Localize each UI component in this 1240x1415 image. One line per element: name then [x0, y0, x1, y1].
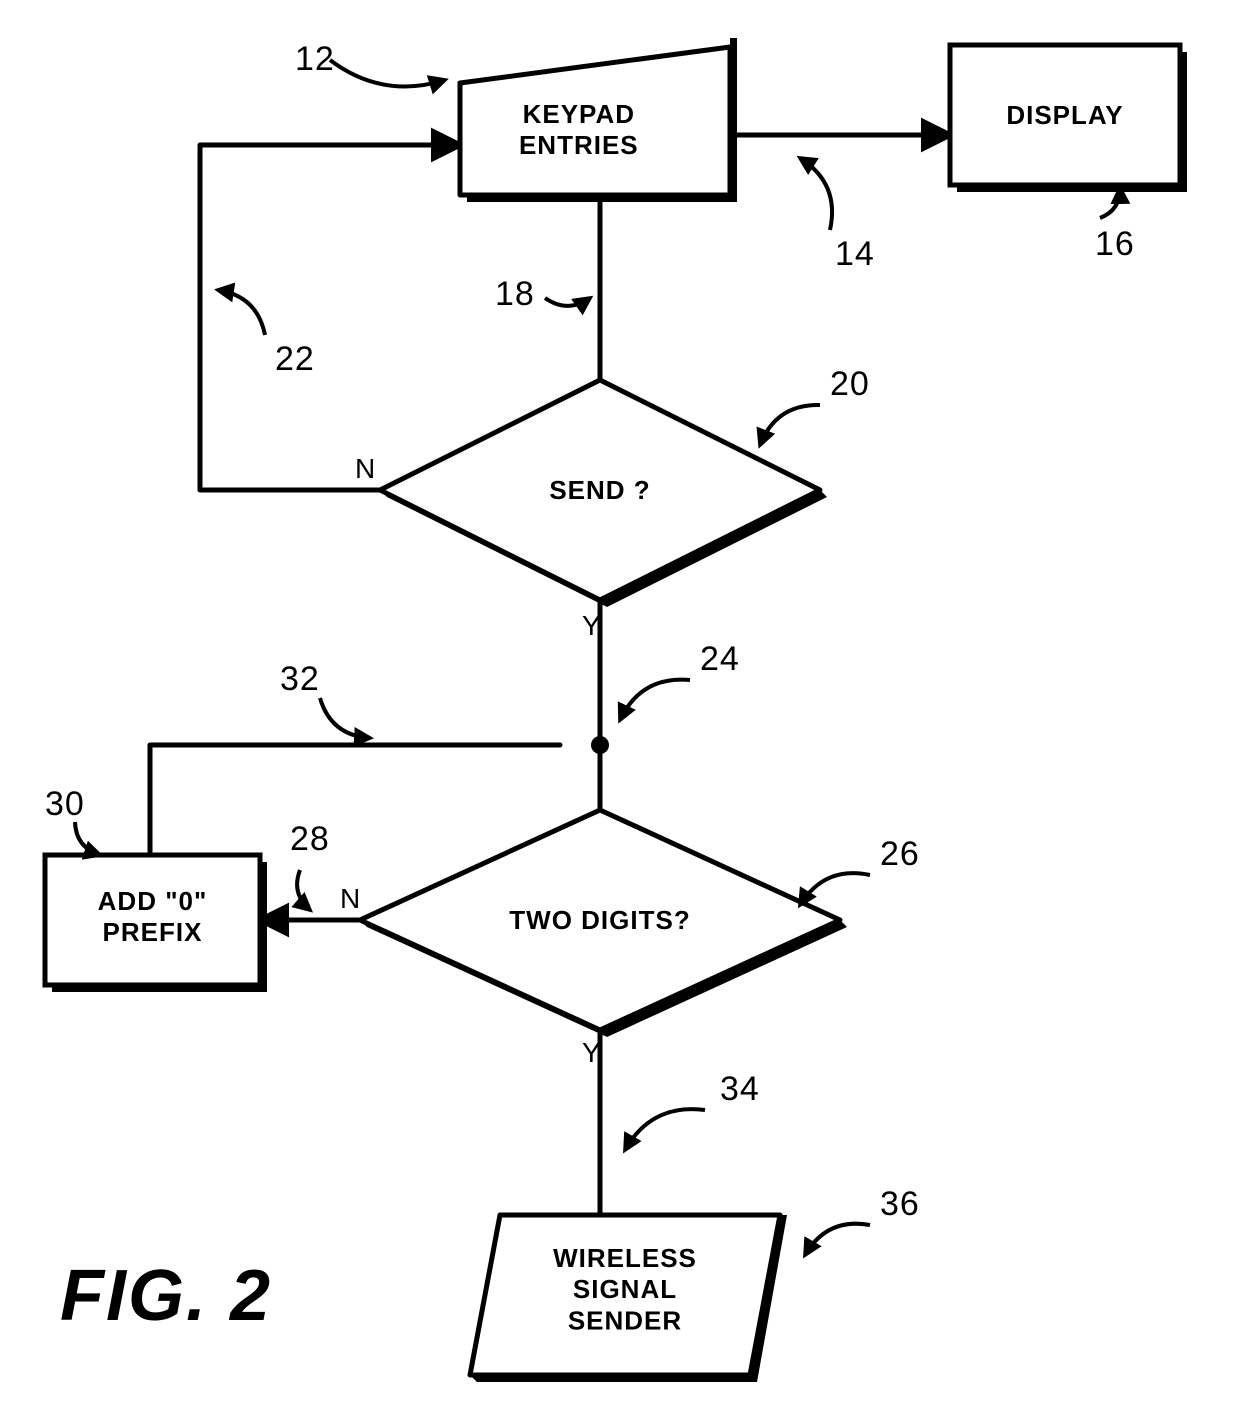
ref-14: 14 — [835, 235, 875, 273]
sender-label-2: SENDER — [568, 1305, 682, 1335]
yn-label: Y — [582, 1037, 601, 1068]
ref-arrow-28 — [297, 870, 310, 910]
ref-arrow-24 — [620, 680, 690, 720]
ref-18: 18 — [495, 275, 535, 313]
twodigits-label-0: TWO DIGITS? — [509, 905, 690, 935]
display-label-0: DISPLAY — [1006, 100, 1123, 130]
ref-arrow-20 — [760, 405, 820, 445]
ref-24: 24 — [700, 640, 740, 678]
sender-label-1: SIGNAL — [573, 1274, 677, 1304]
ref-arrow-18 — [545, 298, 590, 306]
send-label-0: SEND ? — [549, 475, 650, 505]
ref-arrow-34 — [625, 1109, 705, 1150]
edge-e22 — [200, 145, 460, 490]
addprefix-label-1: PREFIX — [103, 917, 203, 947]
ref-arrow-30 — [75, 822, 100, 855]
edge-e32 — [150, 745, 560, 855]
ref-arrow-14 — [800, 158, 832, 230]
ref-20: 20 — [830, 365, 870, 403]
ref-36: 36 — [880, 1185, 920, 1223]
ref-32: 32 — [280, 660, 320, 698]
ref-28: 28 — [290, 820, 330, 858]
ref-arrow-36 — [805, 1224, 870, 1255]
yn-label: N — [340, 883, 360, 914]
keypad-label-0: KEYPAD — [523, 99, 635, 129]
ref-26: 26 — [880, 835, 920, 873]
ref-12: 12 — [295, 40, 335, 78]
ref-34: 34 — [720, 1070, 760, 1108]
ref-30: 30 — [45, 785, 85, 823]
addprefix-label-0: ADD "0" — [98, 886, 208, 916]
ref-16: 16 — [1095, 225, 1135, 263]
ref-arrow-22 — [218, 290, 265, 335]
yn-label: Y — [582, 610, 601, 641]
yn-label: N — [355, 453, 375, 484]
ref-arrow-32 — [320, 698, 370, 738]
keypad-label-1: ENTRIES — [519, 130, 639, 160]
ref-arrow-12 — [330, 60, 445, 86]
figure-label: FIG. 2 — [60, 1256, 272, 1336]
ref-arrow-26 — [800, 873, 870, 905]
merge-point — [591, 736, 609, 754]
ref-arrow-16 — [1100, 188, 1120, 218]
sender-label-0: WIRELESS — [553, 1243, 697, 1273]
ref-22: 22 — [275, 340, 315, 378]
